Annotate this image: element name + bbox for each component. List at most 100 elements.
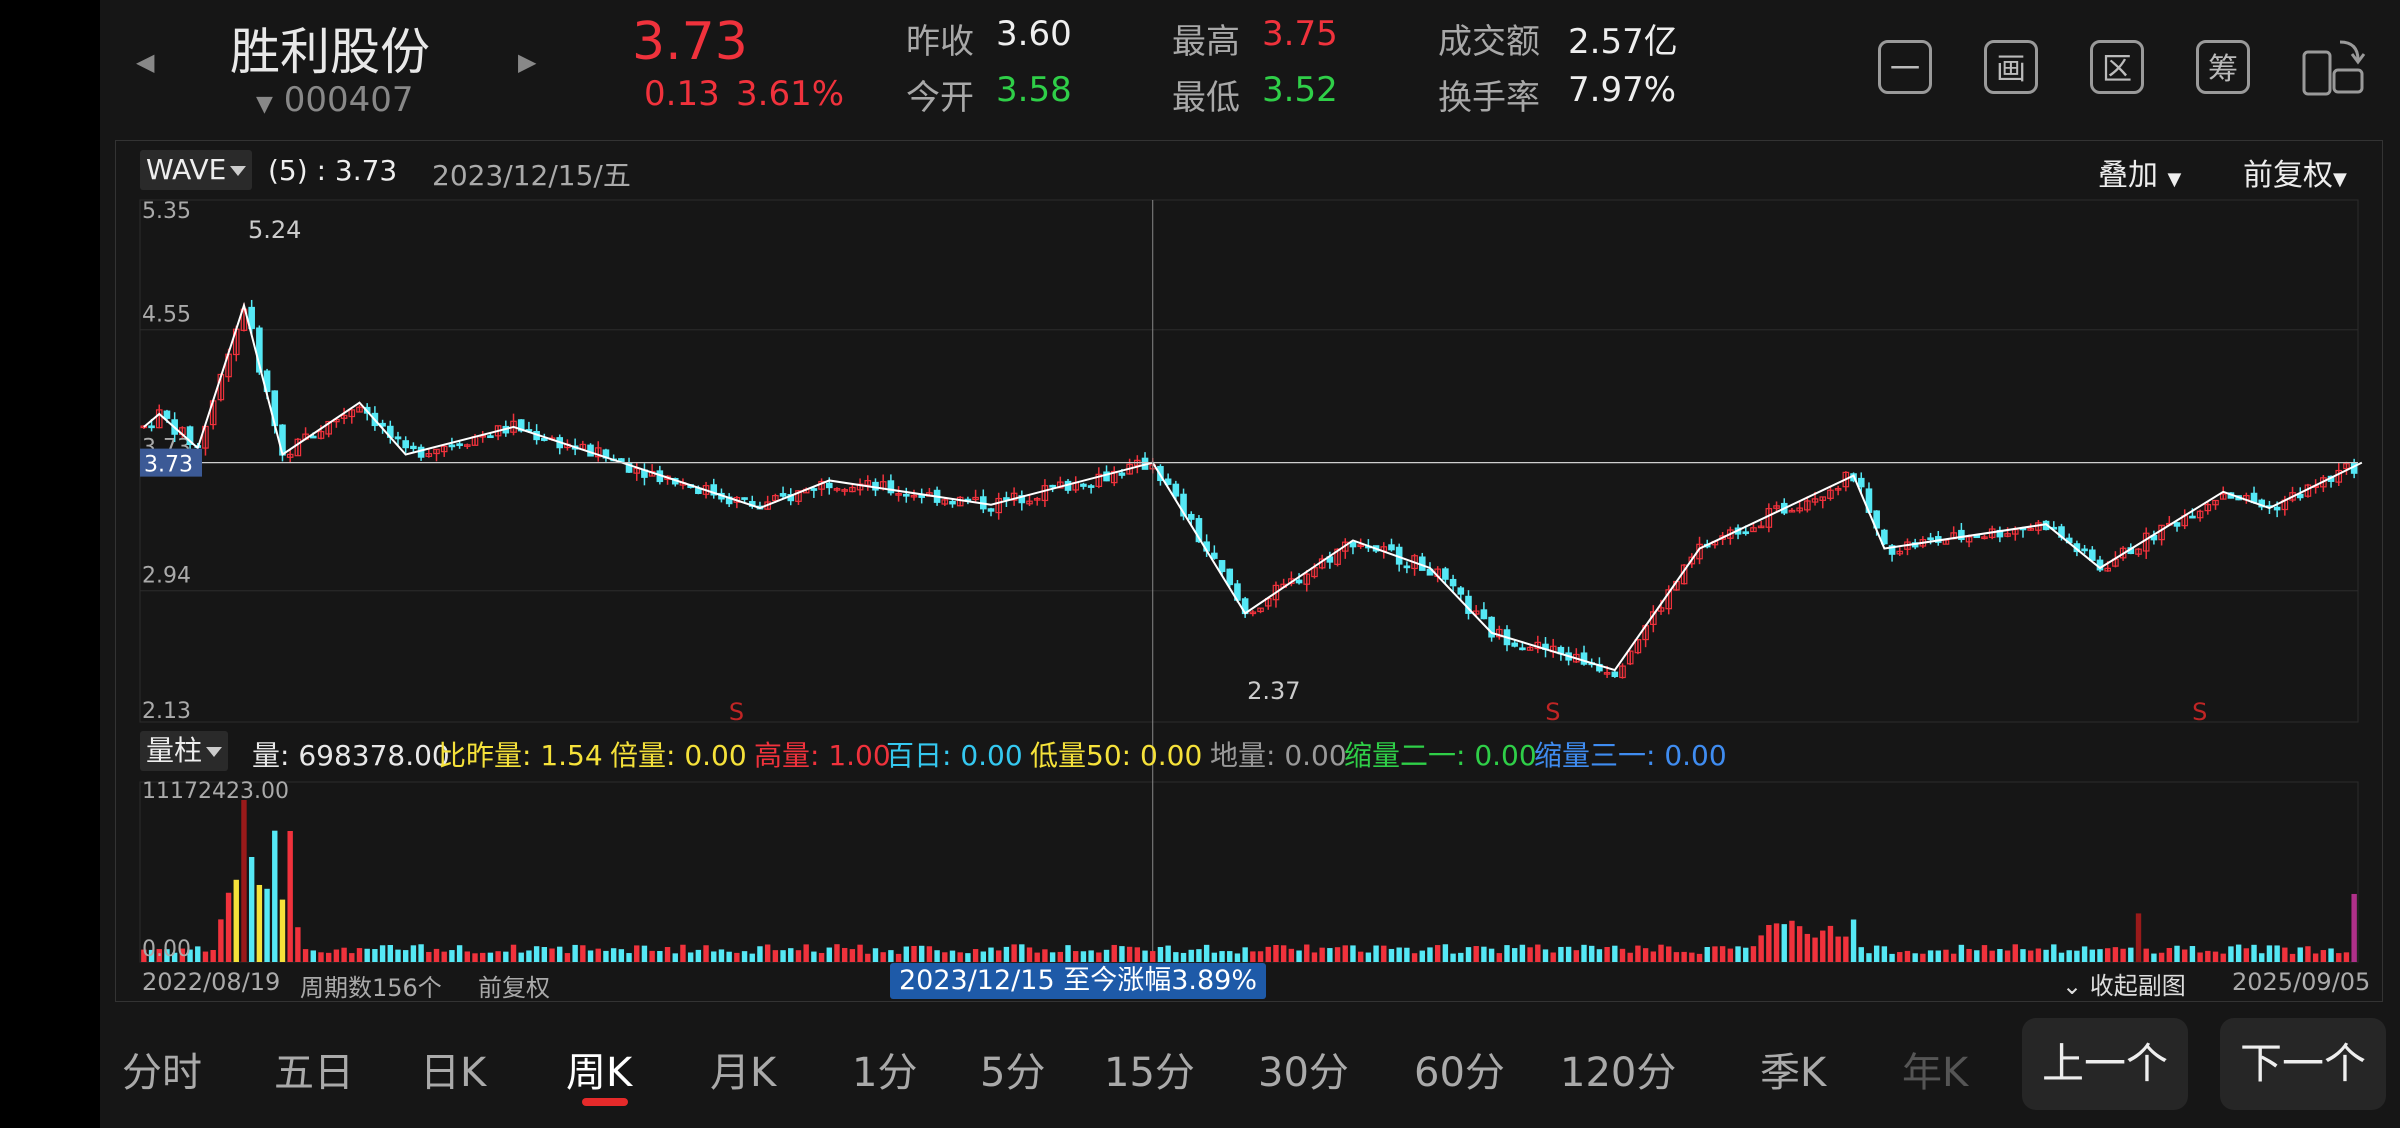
candle-body	[410, 445, 417, 450]
candle-body	[2343, 463, 2350, 470]
volume-bar	[1666, 946, 1672, 962]
next-stock-arrow-icon[interactable]: ▶	[518, 48, 537, 76]
volume-bar	[356, 948, 363, 962]
adjust-selector[interactable]: 前复权▼	[2243, 150, 2347, 194]
volume-bar	[1658, 944, 1664, 962]
volume-bar	[1011, 944, 1017, 962]
volume-bar	[1126, 946, 1133, 962]
candle-body	[1742, 531, 1750, 535]
volume-bar	[325, 952, 332, 962]
overlay-selector[interactable]: 叠加 ▼	[2098, 150, 2181, 194]
candle-body	[1526, 646, 1534, 651]
volume-bar	[1427, 947, 1433, 962]
tab-3[interactable]: 周K	[566, 1050, 633, 1096]
candle-body	[1334, 548, 1341, 565]
tab-7[interactable]: 15分	[1104, 1050, 1195, 1096]
tab-5[interactable]: 1分	[852, 1050, 918, 1096]
candle-body	[1719, 535, 1726, 540]
draw-icon[interactable]: 画	[1984, 40, 2038, 94]
adjust-label: 前复权	[2243, 158, 2333, 193]
candle-body	[1211, 552, 1218, 559]
volume-bar	[811, 951, 817, 962]
volume-bar	[649, 950, 655, 962]
volume-bar	[1604, 947, 1610, 962]
candle-body	[1834, 487, 1842, 491]
volume-bar	[2128, 947, 2134, 962]
quote-value: 3.60	[996, 14, 1072, 54]
chevron-down-icon	[230, 166, 247, 176]
chip-icon[interactable]: 筹	[2196, 40, 2250, 94]
candlestick-chart[interactable]: 5.35 4.55 3.73 2.94 2.13 3.73 5.24 2.37 S S S 11172…	[100, 0, 2400, 1128]
y-tick-label: 2.13	[142, 699, 191, 724]
candle-body	[1003, 497, 1010, 501]
volume-bar	[757, 946, 763, 962]
volume-bar	[426, 951, 432, 962]
volume-indicator-selector[interactable]: 量柱	[140, 731, 229, 771]
tab-10[interactable]: 120分	[1560, 1050, 1677, 1096]
volume-bar	[1704, 946, 1710, 962]
volume-bar	[1003, 946, 1010, 962]
tab-4[interactable]: 月K	[710, 1050, 777, 1096]
volume-bar	[1619, 948, 1626, 962]
volume-bar	[2012, 944, 2018, 962]
volume-bar	[248, 856, 255, 962]
volume-bar	[1820, 930, 1826, 962]
volume-bar	[210, 949, 216, 962]
volume-bar	[1897, 952, 1903, 962]
candle-body	[956, 496, 964, 507]
candle-body	[2135, 548, 2142, 555]
rotate-screen-icon[interactable]	[2300, 36, 2366, 98]
volume-bar	[803, 944, 809, 962]
candle-body	[464, 444, 471, 447]
tab-8[interactable]: 30分	[1258, 1050, 1349, 1096]
volume-bar	[1773, 923, 1780, 962]
prev-stock-arrow-icon[interactable]: ◀	[136, 48, 155, 76]
volume-bar	[1781, 924, 1787, 962]
volume-bar	[1935, 950, 1941, 962]
minus-icon[interactable]: 一	[1878, 40, 1932, 94]
candle-body	[448, 444, 456, 448]
volume-bar	[788, 948, 794, 962]
candle-body	[949, 500, 956, 505]
volume-bar	[1535, 944, 1541, 962]
indicator-selector[interactable]: WAVE	[140, 150, 253, 190]
quote-value: 2.57亿	[1568, 22, 1678, 62]
volume-bar	[1019, 944, 1025, 962]
volume-bar	[387, 945, 393, 962]
prev-item-button[interactable]: 上一个	[2022, 1018, 2188, 1110]
candle-body	[348, 409, 356, 418]
next-item-button[interactable]: 下一个	[2220, 1018, 2386, 1110]
candle-body	[1958, 529, 1965, 541]
volume-bar	[1096, 952, 1102, 962]
tab-9[interactable]: 60分	[1414, 1050, 1505, 1096]
collapse-label: 收起副图	[2089, 972, 2186, 1000]
tab-12[interactable]: 年K	[1902, 1050, 1969, 1096]
candle-body	[849, 486, 856, 493]
tab-2[interactable]: 日K	[420, 1050, 487, 1096]
candle-body	[972, 496, 979, 501]
volume-bar	[741, 951, 748, 962]
volume-bar	[487, 952, 494, 962]
candle-body	[902, 493, 910, 497]
collapse-subchart-button[interactable]: ⌄ 收起副图	[2062, 966, 2186, 1001]
tab-6[interactable]: 5分	[980, 1050, 1046, 1096]
volume-bar	[464, 951, 471, 962]
volume-bar	[1481, 946, 1487, 962]
volume-bar	[2251, 944, 2257, 962]
range-end-date: 2025/09/05	[2232, 968, 2371, 996]
tab-0[interactable]: 分时	[122, 1050, 202, 1096]
stock-code[interactable]: ▼ 000407	[256, 80, 414, 120]
volume-bar	[965, 953, 971, 962]
overlay-label: 叠加	[2098, 158, 2158, 193]
chevron-down-icon	[206, 747, 223, 757]
candle-body	[541, 437, 548, 441]
volume-bar	[2143, 948, 2149, 962]
candle-body	[1603, 672, 1611, 675]
range-icon[interactable]: 区	[2090, 40, 2144, 94]
candle-body	[186, 426, 194, 446]
candle-body	[1580, 652, 1588, 665]
tab-11[interactable]: 季K	[1760, 1050, 1827, 1096]
volume-bar	[841, 947, 848, 962]
tab-1[interactable]: 五日	[274, 1050, 354, 1096]
candle-body	[1180, 493, 1187, 517]
